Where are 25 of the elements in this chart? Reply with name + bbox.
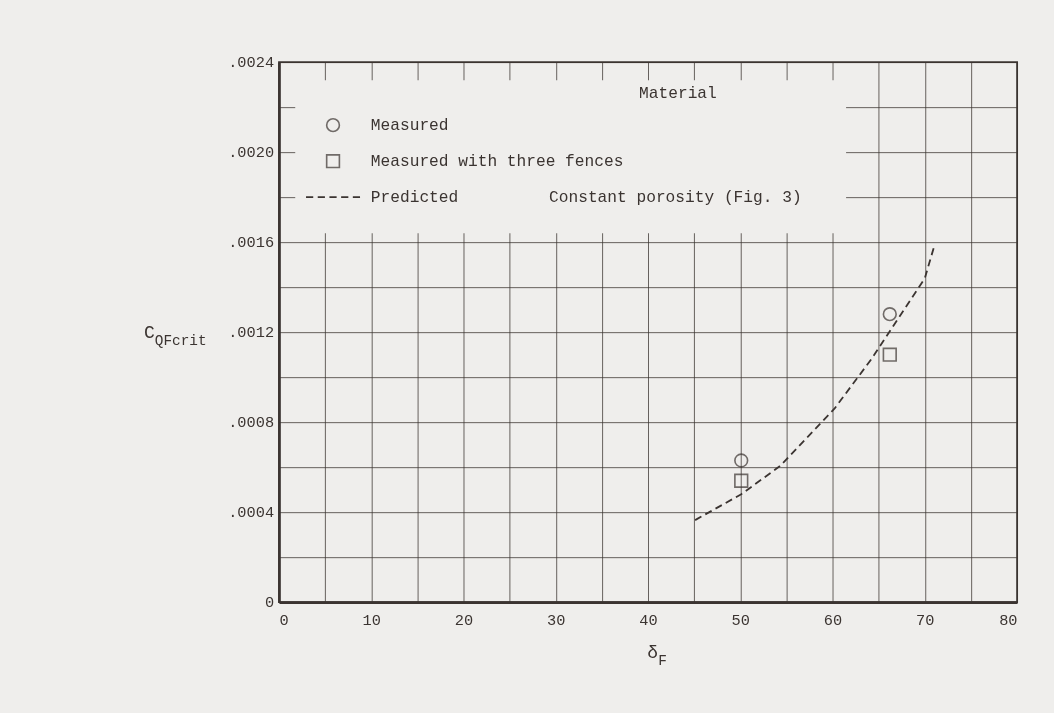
point bbox=[734, 453, 749, 468]
y-tick-label: .0008 bbox=[228, 414, 275, 433]
legend-label: Measured bbox=[370, 116, 449, 135]
point bbox=[882, 347, 897, 362]
annotation: Constant porosity (Fig. 3) bbox=[549, 188, 802, 207]
x-tick-label: 40 bbox=[639, 612, 658, 631]
y-tick-label: .0024 bbox=[228, 54, 275, 73]
x-tick-label: 60 bbox=[823, 612, 843, 631]
y-tick-label: .0012 bbox=[228, 324, 275, 343]
x-tick-label: 10 bbox=[362, 612, 381, 631]
annotation: Material bbox=[639, 85, 717, 104]
y-tick-label: .0020 bbox=[228, 144, 275, 163]
x-tick-label: 70 bbox=[916, 612, 935, 631]
x-tick-label: 80 bbox=[999, 612, 1018, 631]
point bbox=[734, 473, 749, 488]
y-tick-label: .0004 bbox=[228, 504, 275, 523]
y-tick-label: 0 bbox=[264, 594, 275, 613]
y-tick-label: .0016 bbox=[228, 234, 275, 253]
x-tick-label: 20 bbox=[454, 612, 474, 631]
point bbox=[882, 307, 897, 322]
x-tick-label: 0 bbox=[279, 612, 289, 631]
legend-label: Measured with three fences bbox=[370, 152, 624, 171]
x-tick-label: 50 bbox=[731, 612, 750, 631]
x-tick-label: 30 bbox=[547, 612, 566, 631]
legend-label: Predicted bbox=[370, 188, 459, 207]
